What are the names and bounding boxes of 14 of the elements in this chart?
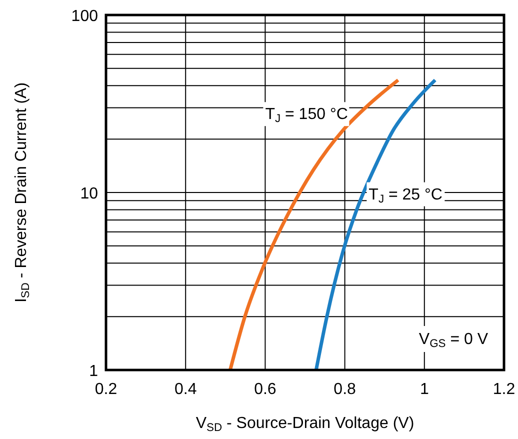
- x-tick-label: 0.8: [334, 381, 356, 398]
- y-tick-label: 1: [89, 363, 98, 380]
- x-tick-label: 0.2: [94, 381, 118, 398]
- line-series: [228, 78, 400, 372]
- y-tick-label: 10: [80, 186, 98, 202]
- x-tick-label: 1.2: [492, 381, 516, 398]
- x-axis-title: V$_{SD}$ - Source-Drain Voltage (V): [196, 415, 414, 434]
- x-tick-label: 1: [420, 381, 429, 398]
- x-tick-label: 0.4: [174, 381, 197, 398]
- series-label: T$_{J}$ = 150 °C: [265, 106, 348, 125]
- x-tick-label: 0.6: [254, 381, 276, 398]
- series-label: T$_{J}$ = 25 °C: [368, 186, 442, 206]
- annotation: V$_{GS}$ = 0 V: [418, 331, 488, 350]
- y-tick-label: 100: [71, 8, 98, 25]
